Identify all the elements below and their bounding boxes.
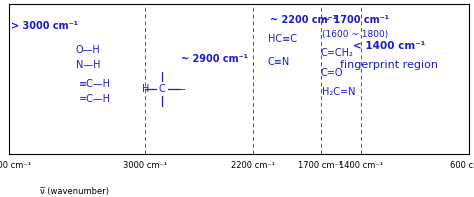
Text: ~ 1700 cm⁻¹: ~ 1700 cm⁻¹	[322, 15, 389, 25]
Text: < 1400 cm⁻¹: < 1400 cm⁻¹	[353, 41, 426, 51]
Text: C=CH₂: C=CH₂	[320, 48, 354, 58]
Text: ν̅ (wavenumber): ν̅ (wavenumber)	[40, 187, 109, 196]
Text: ~ 2900 cm⁻¹: ~ 2900 cm⁻¹	[181, 54, 248, 64]
Text: =C—H: =C—H	[79, 94, 110, 104]
Text: HC≡C: HC≡C	[268, 34, 297, 44]
Text: C≡N: C≡N	[268, 57, 290, 67]
Text: ≡C—H: ≡C—H	[79, 79, 110, 89]
Text: —: —	[175, 84, 185, 94]
Text: C=O: C=O	[320, 68, 343, 78]
Text: C: C	[159, 84, 166, 94]
Text: N—H: N—H	[76, 59, 100, 70]
Text: fingerprint region: fingerprint region	[340, 60, 438, 70]
Text: H: H	[142, 84, 149, 94]
Text: H₂C=N: H₂C=N	[322, 86, 356, 97]
Text: O—H: O—H	[75, 45, 100, 55]
Text: (1600 ~ 1800): (1600 ~ 1800)	[322, 30, 388, 39]
Text: > 3000 cm⁻¹: > 3000 cm⁻¹	[11, 21, 78, 31]
Text: ~ 2200 cm⁻¹: ~ 2200 cm⁻¹	[271, 15, 337, 25]
